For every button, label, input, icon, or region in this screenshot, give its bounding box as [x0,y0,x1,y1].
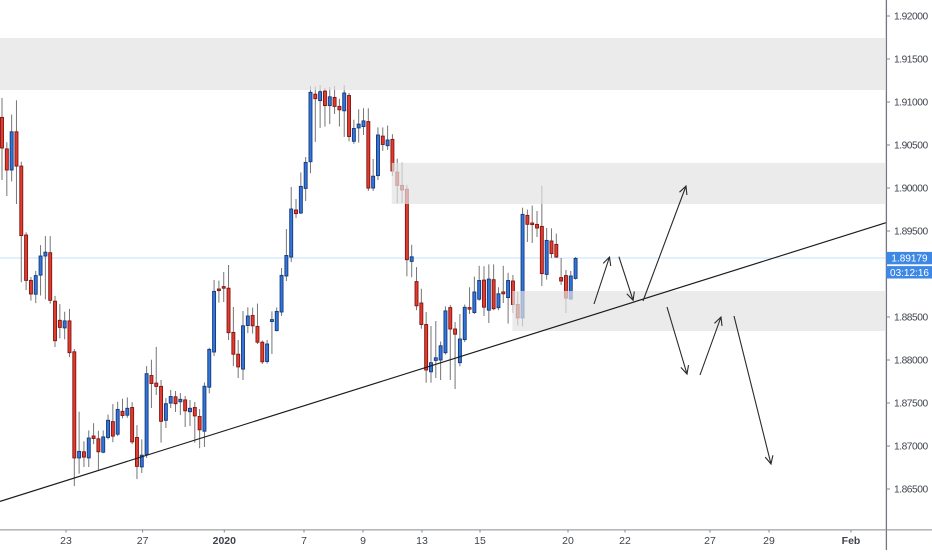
svg-text:13: 13 [416,535,428,547]
svg-text:20: 20 [562,535,574,547]
svg-text:03:12:16: 03:12:16 [890,268,929,279]
svg-text:1.89179: 1.89179 [891,254,928,265]
svg-text:1.90500: 1.90500 [894,141,928,152]
svg-text:1.86500: 1.86500 [894,485,928,496]
svg-text:1.87000: 1.87000 [894,442,928,453]
svg-text:1.88500: 1.88500 [894,313,928,324]
svg-text:7: 7 [301,535,307,547]
svg-text:22: 22 [619,535,631,547]
svg-text:1.87500: 1.87500 [894,399,928,410]
svg-text:27: 27 [704,535,716,547]
svg-text:1.92000: 1.92000 [894,12,928,23]
svg-text:1.91000: 1.91000 [894,98,928,109]
svg-text:1.90000: 1.90000 [894,184,928,195]
svg-text:23: 23 [60,535,72,547]
svg-text:15: 15 [474,535,486,547]
svg-text:1.88000: 1.88000 [894,356,928,367]
svg-text:27: 27 [137,535,149,547]
svg-text:2020: 2020 [213,535,237,547]
svg-text:1.91500: 1.91500 [894,55,928,66]
svg-text:29: 29 [763,535,775,547]
svg-text:1.89500: 1.89500 [894,227,928,238]
svg-text:Feb: Feb [842,535,861,547]
svg-text:9: 9 [360,535,366,547]
